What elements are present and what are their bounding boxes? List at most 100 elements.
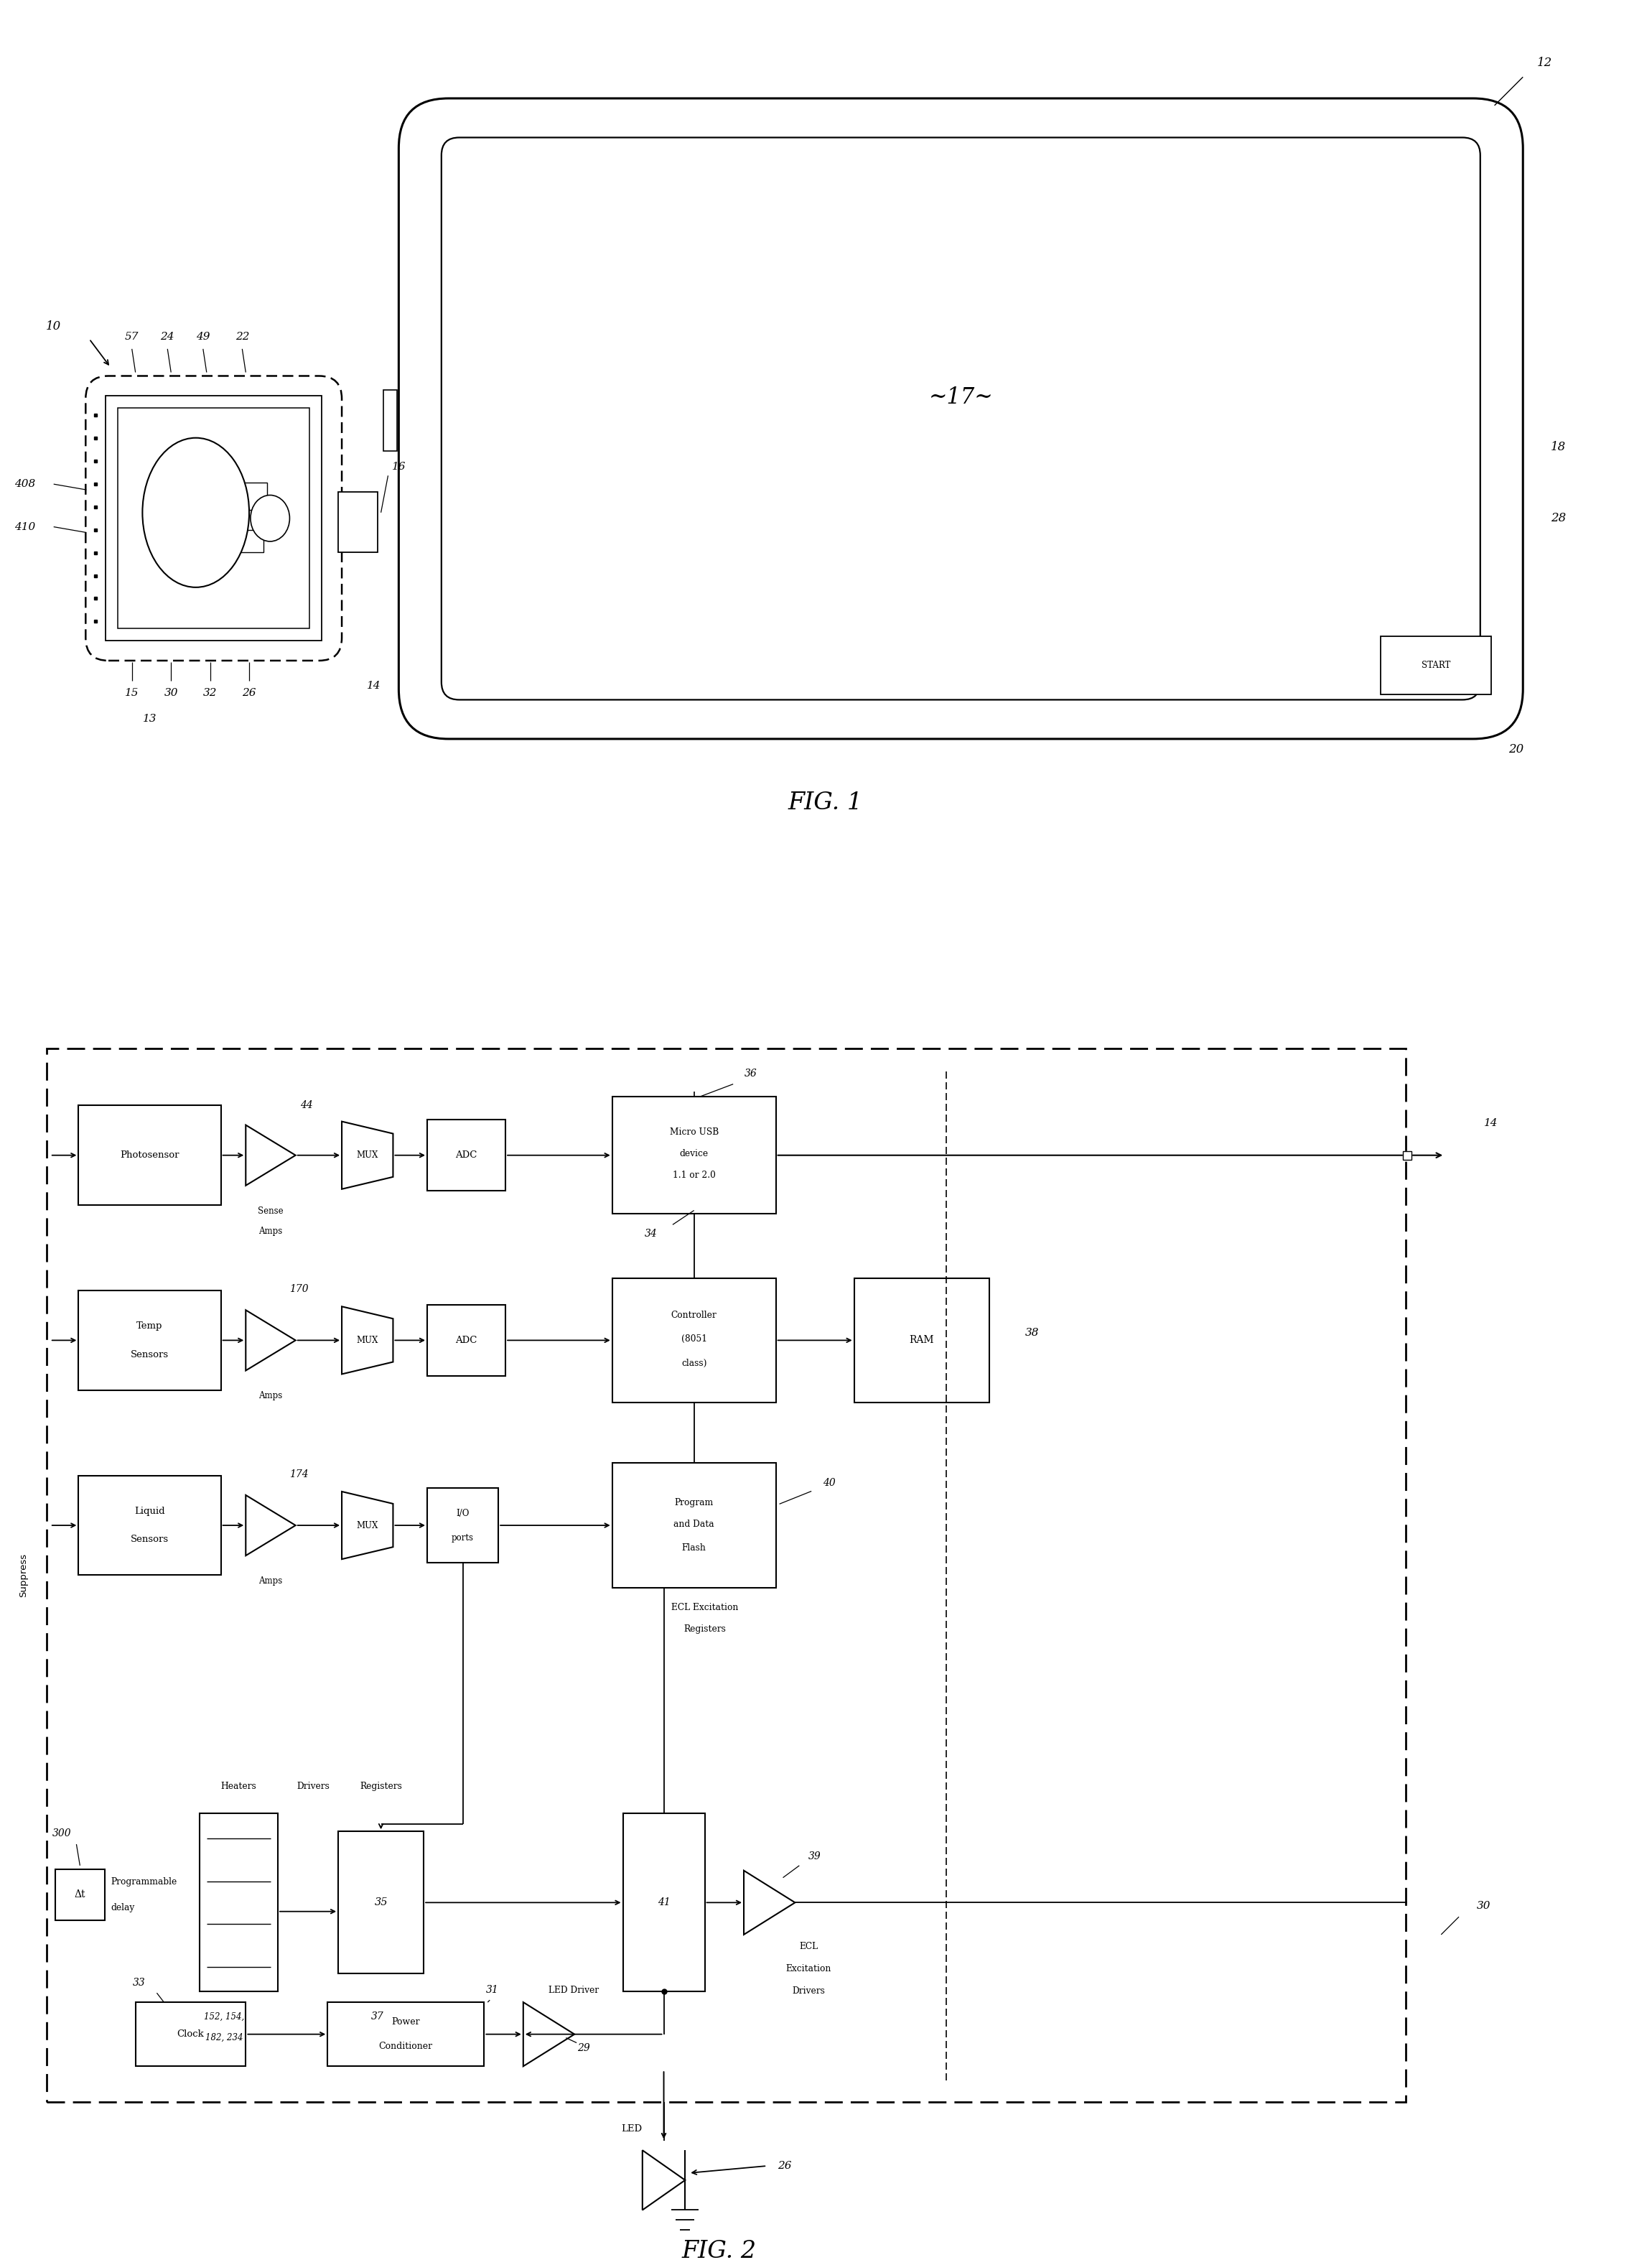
Text: 152, 154,: 152, 154, <box>205 2011 244 2020</box>
Bar <box>613 1277 776 1402</box>
Text: 39: 39 <box>808 1851 821 1862</box>
Text: LED Driver: LED Driver <box>548 1986 600 1995</box>
Text: Drivers: Drivers <box>297 1783 330 1792</box>
Text: MUX: MUX <box>357 1520 378 1531</box>
Bar <box>327 2002 484 2066</box>
Text: 26: 26 <box>243 689 256 698</box>
Bar <box>79 1105 221 1205</box>
Bar <box>623 1814 705 1991</box>
Text: 33: 33 <box>132 1977 145 1989</box>
Text: 30: 30 <box>1477 1900 1490 1912</box>
Bar <box>339 492 377 553</box>
Text: Sensors: Sensors <box>131 1536 169 1545</box>
Bar <box>854 1277 990 1402</box>
Text: 32: 32 <box>203 689 216 698</box>
Text: delay: delay <box>111 1903 134 1912</box>
Text: Programmable: Programmable <box>111 1878 177 1887</box>
Text: 16: 16 <box>392 462 406 471</box>
Text: 36: 36 <box>745 1069 757 1078</box>
Bar <box>428 1305 506 1375</box>
Text: 18: 18 <box>1551 442 1566 453</box>
Text: Amps: Amps <box>259 1391 282 1400</box>
Bar <box>79 1291 221 1391</box>
Text: 44: 44 <box>301 1101 312 1110</box>
Text: 22: 22 <box>235 331 249 342</box>
Text: Suppress: Suppress <box>20 1554 28 1597</box>
Text: 31: 31 <box>486 1984 499 1995</box>
Bar <box>613 1463 776 1588</box>
Text: 20: 20 <box>1508 743 1523 757</box>
Text: 300: 300 <box>53 1828 71 1839</box>
Text: ADC: ADC <box>456 1336 477 1345</box>
Bar <box>46 1049 1406 2102</box>
Bar <box>613 1096 776 1214</box>
Text: device: device <box>679 1148 709 1157</box>
Text: 37: 37 <box>372 2011 383 2020</box>
Text: Conditioner: Conditioner <box>378 2041 433 2052</box>
Text: Program: Program <box>674 1497 714 1506</box>
Text: Photosensor: Photosensor <box>121 1151 180 1160</box>
Text: FIG. 2: FIG. 2 <box>682 2240 757 2263</box>
Text: 30: 30 <box>164 689 178 698</box>
Text: 10: 10 <box>46 319 61 333</box>
Text: Registers: Registers <box>360 1783 401 1792</box>
Text: Controller: Controller <box>671 1311 717 1320</box>
Bar <box>428 1488 499 1563</box>
Text: and Data: and Data <box>674 1520 714 1529</box>
Text: (8051: (8051 <box>681 1334 707 1343</box>
Text: MUX: MUX <box>357 1336 378 1345</box>
Ellipse shape <box>251 496 289 541</box>
Bar <box>106 396 322 641</box>
Text: Excitation: Excitation <box>786 1964 831 1973</box>
Text: ~17~: ~17~ <box>928 385 993 408</box>
Text: RAM: RAM <box>909 1336 933 1345</box>
Text: 13: 13 <box>142 713 157 725</box>
Text: Liquid: Liquid <box>134 1506 165 1515</box>
Text: 28: 28 <box>1551 512 1566 525</box>
Text: 14: 14 <box>1483 1119 1498 1128</box>
Text: 29: 29 <box>577 2043 590 2054</box>
Text: 35: 35 <box>375 1898 388 1907</box>
Text: Sense: Sense <box>258 1205 284 1216</box>
FancyBboxPatch shape <box>86 376 342 661</box>
Bar <box>428 1119 506 1191</box>
Text: Power: Power <box>392 2018 420 2027</box>
Text: 41: 41 <box>657 1898 671 1907</box>
Text: 182, 234: 182, 234 <box>205 2034 243 2043</box>
Text: 24: 24 <box>160 331 175 342</box>
Text: 1.1 or 2.0: 1.1 or 2.0 <box>672 1171 715 1180</box>
Text: Sensors: Sensors <box>131 1350 169 1359</box>
Text: 12: 12 <box>1536 57 1551 68</box>
Bar <box>117 408 311 630</box>
Text: 49: 49 <box>197 331 210 342</box>
Text: START: START <box>1422 661 1450 670</box>
Text: class): class) <box>681 1359 707 1368</box>
Text: Clock: Clock <box>177 2029 205 2038</box>
Bar <box>383 390 396 451</box>
Bar <box>339 1832 423 1973</box>
Text: Registers: Registers <box>684 1624 725 1633</box>
Bar <box>231 482 268 510</box>
Ellipse shape <box>142 437 249 587</box>
Text: Heaters: Heaters <box>221 1783 256 1792</box>
Text: 57: 57 <box>126 331 139 342</box>
Text: MUX: MUX <box>357 1151 378 1160</box>
Text: Temp: Temp <box>137 1320 164 1332</box>
Text: Amps: Amps <box>259 1228 282 1237</box>
Text: 40: 40 <box>823 1477 836 1488</box>
FancyBboxPatch shape <box>398 97 1523 738</box>
Text: 15: 15 <box>126 689 139 698</box>
Text: LED: LED <box>621 2125 643 2134</box>
Text: 34: 34 <box>644 1230 657 1239</box>
Bar <box>135 2002 246 2066</box>
Text: 410: 410 <box>15 521 36 532</box>
Text: 408: 408 <box>15 480 36 489</box>
Text: Drivers: Drivers <box>791 1986 824 1995</box>
Text: Δt: Δt <box>74 1889 86 1900</box>
FancyBboxPatch shape <box>441 138 1480 700</box>
Bar <box>1381 636 1490 695</box>
Text: Flash: Flash <box>682 1542 705 1554</box>
Text: ECL Excitation: ECL Excitation <box>671 1604 738 1613</box>
Bar <box>231 530 264 553</box>
Text: FIG. 1: FIG. 1 <box>788 790 862 815</box>
